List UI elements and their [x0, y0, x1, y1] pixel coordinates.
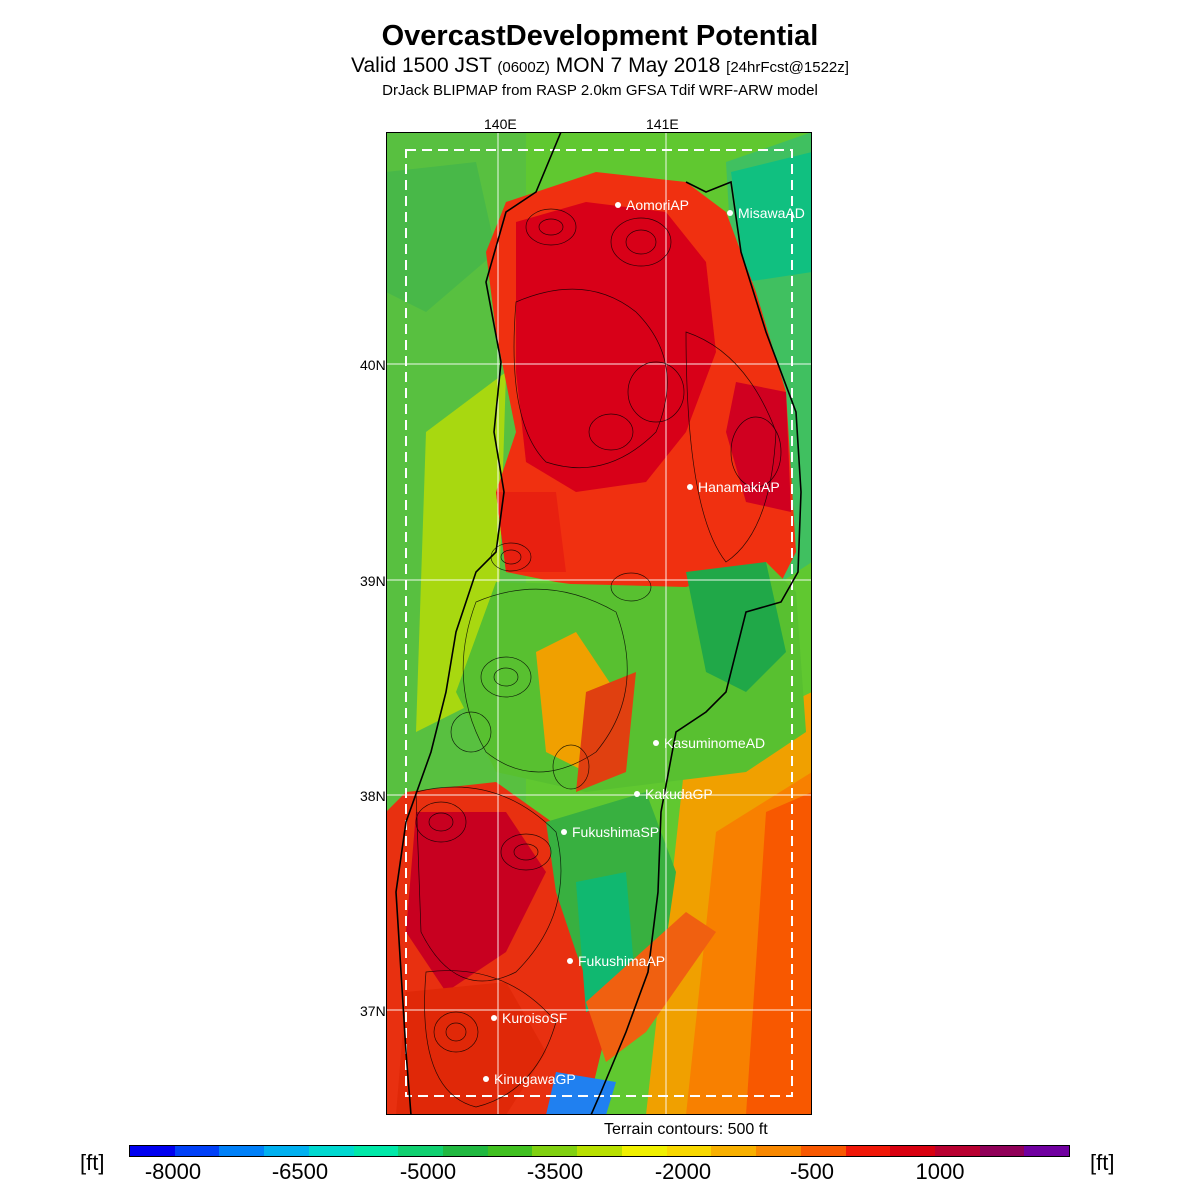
colorbar-swatch	[845, 1146, 891, 1156]
station-kuroiso: KuroisoSF	[502, 1010, 567, 1026]
colorbar-swatch	[577, 1146, 622, 1156]
station-markers	[483, 202, 733, 1082]
colorbar-swatch	[756, 1146, 801, 1156]
colorbar-tick: -2000	[654, 1159, 712, 1184]
colorbar-swatch	[800, 1146, 846, 1156]
valid-date: MON 7 May 2018	[555, 54, 721, 77]
station-kakuda: KakudaGP	[645, 786, 713, 802]
colorbar-swatch	[219, 1146, 265, 1156]
colorbar-tick: -500	[789, 1159, 835, 1184]
station-fukushima-sp: FukushimaSP	[572, 824, 659, 840]
colorbar-swatch	[621, 1146, 667, 1156]
colorbar-swatch	[487, 1146, 533, 1156]
colorbar-swatch	[532, 1146, 578, 1156]
colorbar-tick: -5000	[399, 1159, 457, 1184]
colorbar-swatch	[666, 1146, 712, 1156]
west-coastline	[395, 132, 562, 1115]
model-description: DrJack BLIPMAP from RASP 2.0km GFSA Tdif…	[382, 82, 818, 99]
east-coastline	[590, 180, 802, 1115]
colorbar-tick: 1000	[915, 1159, 965, 1184]
colorbar-swatch	[174, 1146, 220, 1156]
forecast-map: AomoriAP MisawaAD HanamakiAP KasuminomeA…	[386, 132, 812, 1115]
forecast-info: [24hrFcst@1522z]	[726, 59, 849, 76]
colorbar-swatch	[353, 1146, 399, 1156]
colorbar-swatch	[398, 1146, 444, 1156]
colorbar-swatch	[979, 1146, 1025, 1156]
colorbar-swatch	[443, 1146, 488, 1156]
colorbar-tick: -3500	[526, 1159, 584, 1184]
colorbar	[129, 1145, 1070, 1157]
lat-label-38: 38N	[360, 788, 386, 804]
colorbar-swatch	[1024, 1146, 1070, 1156]
colorbar-swatch	[711, 1146, 757, 1156]
map-title: OvercastDevelopment Potential	[381, 20, 819, 52]
colorbar-swatch	[130, 1146, 175, 1156]
colorbar-unit-right: [ft]	[1090, 1150, 1115, 1175]
colorbar-swatch	[308, 1146, 354, 1156]
station-misawa: MisawaAD	[738, 205, 805, 221]
station-kasuminome: KasuminomeAD	[664, 735, 765, 751]
colorbar-swatch	[890, 1146, 935, 1156]
terrain-contours	[415, 208, 782, 1108]
graticule	[386, 132, 812, 1115]
colorbar-tick: -8000	[144, 1159, 202, 1184]
lat-label-40: 40N	[360, 357, 386, 373]
colorbar-swatch	[264, 1146, 309, 1156]
lon-label-141: 141E	[646, 116, 679, 132]
lat-label-37: 37N	[360, 1003, 386, 1019]
zulu-time: (0600Z)	[497, 59, 550, 76]
station-aomori: AomoriAP	[626, 197, 689, 213]
lat-label-39: 39N	[360, 573, 386, 589]
station-kinugawa: KinugawaGP	[494, 1071, 576, 1087]
station-fukushima-ap: FukushimaAP	[578, 953, 665, 969]
valid-time-line: Valid 1500 JST (0600Z) MON 7 May 2018 [2…	[0, 54, 1200, 78]
station-hanamaki: HanamakiAP	[698, 479, 780, 495]
colorbar-swatch	[934, 1146, 980, 1156]
colorbar-tick: -6500	[271, 1159, 329, 1184]
lon-label-140: 140E	[484, 116, 517, 132]
colorbar-unit-left: [ft]	[80, 1150, 105, 1175]
valid-prefix: Valid 1500 JST	[351, 54, 492, 77]
terrain-contour-note: Terrain contours: 500 ft	[604, 1121, 768, 1138]
